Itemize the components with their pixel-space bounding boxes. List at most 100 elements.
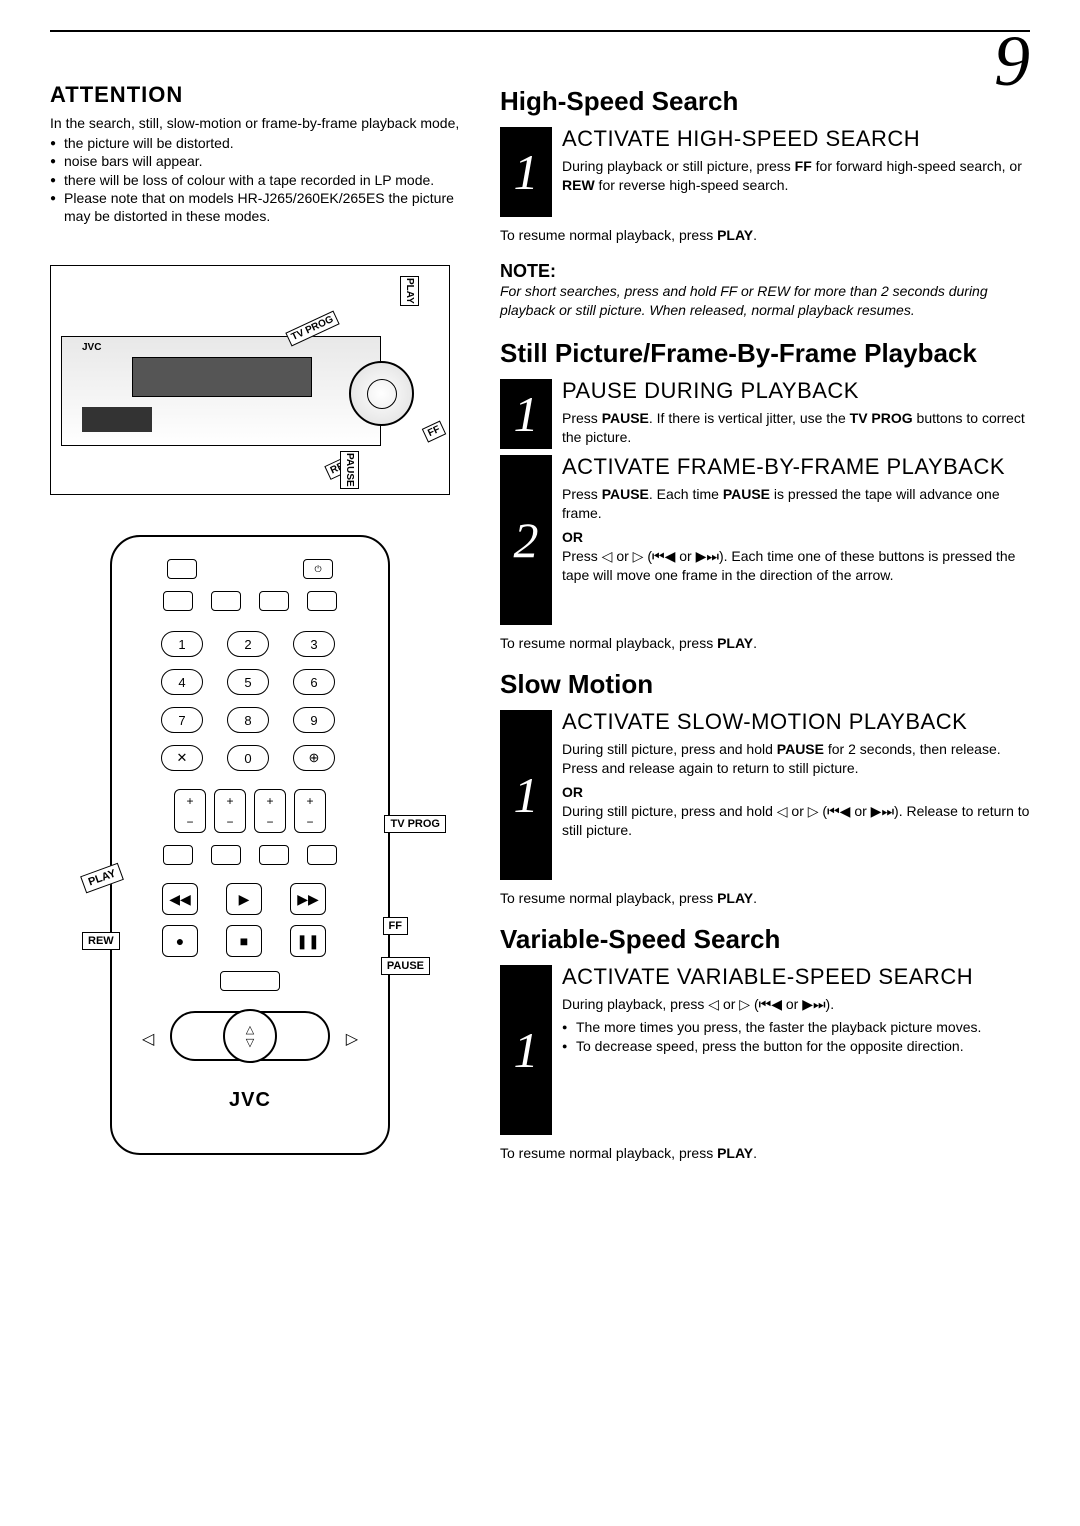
page-number: 9 [994,20,1030,103]
attention-bullets: the picture will be distorted. noise bar… [50,134,470,225]
callout-play: PLAY [400,276,419,306]
b: PAUSE [602,410,649,426]
bullet: Please note that on models HR-J265/260EK… [50,189,470,225]
remote-callout-tvprog: TV PROG [384,815,446,833]
vss-bullets: The more times you press, the faster the… [562,1018,1030,1056]
remote-btn [163,845,193,865]
num-btn: 8 [227,707,269,733]
step-title: ACTIVATE FRAME-BY-FRAME PLAYBACK [562,455,1030,479]
t: . Each time [649,486,723,502]
bullet: The more times you press, the faster the… [562,1018,1030,1037]
vss-heading: Variable-Speed Search [500,924,1030,955]
pm-btn: +− [174,789,206,833]
t: To resume normal playback, press [500,227,717,243]
jog-center: △▽ [223,1009,277,1063]
b: PAUSE [602,486,649,502]
t: To resume normal playback, press [500,1145,717,1161]
vcr-diagram: JVC PLAY TV PROG REW FF PAUSE [50,265,450,495]
jog-right-icon: ▷ [346,1029,358,1049]
t: for reverse high-speed search. [595,177,789,193]
note-heading: NOTE: [500,261,1030,282]
t: for forward high-speed search, or [812,158,1022,174]
stop-btn: ■ [226,925,262,957]
step-text: During playback, press ◁ or ▷ (⏮◀ or ▶⏭)… [562,995,1030,1014]
vcr-tape-slot [132,357,312,397]
resume-line: To resume normal playback, press PLAY. [500,227,1030,243]
step-number: 1 [500,127,552,217]
t: Press [562,410,602,426]
ff-btn: ▶▶ [290,883,326,915]
remote-callout-rew: REW [82,932,120,950]
remote-btn [167,559,197,579]
vcr-body: JVC [61,336,381,446]
num-btn: 4 [161,669,203,695]
callout-ff: FF [422,421,447,443]
or-label: OR [562,784,1030,800]
bullet: the picture will be distorted. [50,134,470,152]
remote-btn [163,591,193,611]
num-btn: 5 [227,669,269,695]
bullet: To decrease speed, press the button for … [562,1037,1030,1056]
step-title: PAUSE DURING PLAYBACK [562,379,1030,403]
attention-heading: ATTENTION [50,82,470,108]
step-title: ACTIVATE SLOW-MOTION PLAYBACK [562,710,1030,734]
still-heading: Still Picture/Frame-By-Frame Playback [500,338,1030,369]
bullet: noise bars will appear. [50,152,470,170]
top-rule [50,30,1030,32]
slow-heading: Slow Motion [500,669,1030,700]
hss-heading: High-Speed Search [500,86,1030,117]
b: PLAY [717,1145,753,1161]
remote-btn [220,971,280,991]
vcr-jog-dial [349,361,414,426]
remote-pm-row: +− +− +− +− [112,789,388,833]
t: . If there is vertical jitter, use the [649,410,850,426]
pm-btn: +− [254,789,286,833]
b: PAUSE [777,741,824,757]
b: FF [795,158,812,174]
num-btn: 2 [227,631,269,657]
num-btn: ✕ [161,745,203,771]
vcr-jvc-label: JVC [82,342,101,353]
step-number: 1 [500,379,552,449]
b: TV PROG [850,410,913,426]
num-btn: ⊕ [293,745,335,771]
b: PLAY [717,227,753,243]
remote-power-btn: ⏻ [303,559,333,579]
jog-left-icon: ◁ [142,1029,154,1049]
t: To resume normal playback, press [500,890,717,906]
num-btn: 0 [227,745,269,771]
step-title: ACTIVATE VARIABLE-SPEED SEARCH [562,965,1030,989]
callout-pause: PAUSE [340,451,359,489]
step-title: ACTIVATE HIGH-SPEED SEARCH [562,127,1030,151]
num-btn: 3 [293,631,335,657]
step-text: During playback or still picture, press … [562,157,1030,195]
bullet: there will be loss of colour with a tape… [50,171,470,189]
resume-line: To resume normal playback, press PLAY. [500,1145,1030,1161]
remote-transport: ◀◀ ▶ ▶▶ ● ■ ❚❚ [112,883,388,957]
step-text: During still picture, press and hold ◁ o… [562,802,1030,840]
t: To resume normal playback, press [500,635,717,651]
num-btn: 1 [161,631,203,657]
step-number: 1 [500,710,552,880]
remote-btn [211,845,241,865]
play-btn: ▶ [226,883,262,915]
step-number: 1 [500,965,552,1135]
rec-btn: ● [162,925,198,957]
step-text: Press PAUSE. If there is vertical jitter… [562,409,1030,447]
step-number: 2 [500,455,552,625]
vcr-display [82,407,152,432]
step-text: Press ◁ or ▷ (⏮◀ or ▶⏭). Each time one o… [562,547,1030,585]
attention-intro: In the search, still, slow-motion or fra… [50,114,470,132]
num-btn: 9 [293,707,335,733]
resume-line: To resume normal playback, press PLAY. [500,890,1030,906]
step-text: During still picture, press and hold PAU… [562,740,1030,778]
remote-jog: ◁ △▽ ▷ [170,1011,330,1061]
num-btn: 6 [293,669,335,695]
remote-callout-ff: FF [383,917,408,935]
remote-btn [307,845,337,865]
remote-diagram: ⏻ 1 2 3 4 5 6 7 8 9 ✕ 0 ⊕ [110,535,390,1155]
remote-btn [259,845,289,865]
step-text: Press PAUSE. Each time PAUSE is pressed … [562,485,1030,523]
remote-numpad: 1 2 3 4 5 6 7 8 9 ✕ 0 ⊕ [112,631,388,771]
pause-btn: ❚❚ [290,925,326,957]
